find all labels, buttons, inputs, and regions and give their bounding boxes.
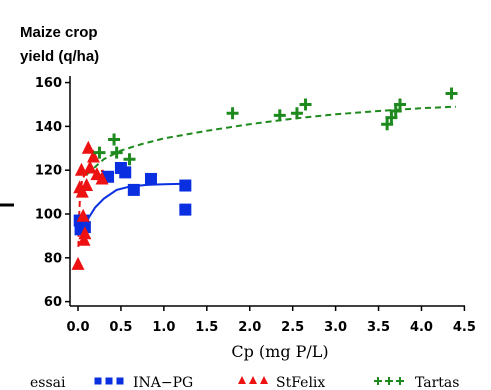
legend-swatch [396,377,404,385]
x-tick-label: 1.0 [152,320,175,335]
data-point-triangle [71,256,85,270]
fit-curve-square [83,182,186,234]
legend-title: essai [30,375,66,390]
data-point-plus [290,107,303,120]
data-point-plus [273,109,286,122]
fit-curves [77,105,456,247]
legend: essai INA−PG StFelix Tartas [30,375,459,390]
legend-entry-label: StFelix [276,375,325,390]
x-tick-label: 0.0 [66,320,89,335]
data-point-plus [108,133,121,146]
y-tick-label: 160 [35,76,62,91]
data-point-plus [299,98,312,111]
legend-swatch [116,377,124,385]
y-axis-title-line2: yield (q/ha) [20,48,99,65]
y-tick-label: 100 [35,208,62,223]
x-tick-label: 3.5 [367,320,390,335]
data-point-triangle [80,178,94,192]
x-ticks: 0.0 0.5 1.0 1.5 2.0 2.5 3.0 3.5 4.0 4.5 [66,306,476,335]
legend-entry-label: INA−PG [133,375,193,390]
data-point-square [179,203,192,216]
legend-swatch [238,376,246,384]
y-tick-label: 140 [35,120,62,135]
data-point-square [179,179,192,192]
legend-swatch [105,377,113,385]
data-point-triangle [81,140,95,154]
data-point-plus [394,98,407,111]
data-point-plus [226,107,239,120]
x-tick-label: 3.0 [324,320,347,335]
y-axis-title-line1: Maize crop [20,24,98,41]
y-tick-label: 60 [44,295,62,310]
legend-swatch [260,376,268,384]
y-ticks: 60 80 100 120 140 160 [35,76,70,310]
legend-swatch [94,377,102,385]
data-point-plus [110,146,123,159]
fit-curve-plus [85,105,456,176]
data-point-plus [445,87,458,100]
data-point-square [127,183,140,196]
x-tick-label: 0.5 [109,320,132,335]
legend-swatch [374,377,382,385]
data-point-triangle [95,171,109,185]
data-point-triangle [76,208,90,222]
data-point-plus [123,153,136,166]
data-point-plus [93,146,106,159]
legend-swatch [385,377,393,385]
legend-swatch [249,376,257,384]
x-tick-label: 2.0 [238,320,261,335]
x-axis-title: Cp (mg P/L) [231,342,328,361]
data-point-triangle [78,226,92,240]
data-point-plus [389,105,402,118]
data-point-plus [381,118,394,131]
data-point-square [119,166,132,179]
x-tick-label: 4.5 [453,320,476,335]
data-point-plus [385,111,398,124]
data-point-triangle [86,149,100,163]
data-point-triangle [83,160,97,174]
x-tick-label: 4.0 [410,320,433,335]
data-point-triangle [77,232,91,246]
y-tick-label: 120 [35,164,62,179]
data-points [71,87,458,270]
legend-entry-label: Tartas [415,375,459,390]
y-tick-label: 80 [44,251,62,266]
data-point-square [144,172,157,185]
data-point-triangle [75,184,89,198]
x-tick-label: 2.5 [281,320,304,335]
x-tick-label: 1.5 [195,320,218,335]
